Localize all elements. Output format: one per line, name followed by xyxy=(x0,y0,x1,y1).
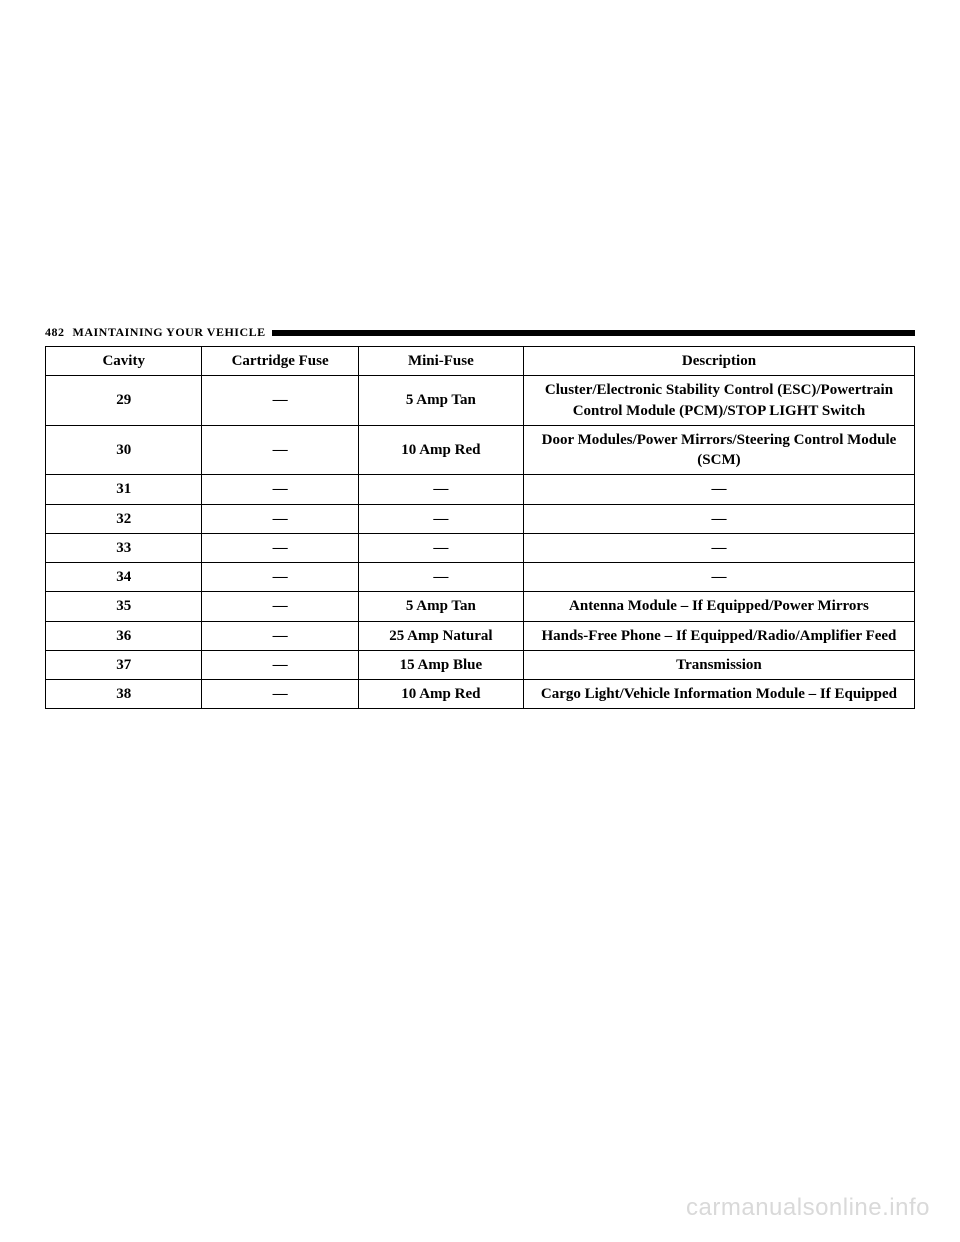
cell-desc: Hands-Free Phone – If Equipped/Radio/Amp… xyxy=(523,621,914,650)
cell-desc: Cargo Light/Vehicle Information Module –… xyxy=(523,680,914,709)
cell-mini: 10 Amp Red xyxy=(358,680,523,709)
cell-mini: — xyxy=(358,504,523,533)
cell-mini: 10 Amp Red xyxy=(358,425,523,475)
cell-cartridge: — xyxy=(202,376,358,426)
page-header: 482 MAINTAINING YOUR VEHICLE xyxy=(45,325,915,340)
cell-cartridge: — xyxy=(202,563,358,592)
cell-cavity: 31 xyxy=(46,475,202,504)
cell-cavity: 30 xyxy=(46,425,202,475)
cell-desc: — xyxy=(523,475,914,504)
cell-desc: Transmission xyxy=(523,650,914,679)
cell-cavity: 38 xyxy=(46,680,202,709)
cell-cartridge: — xyxy=(202,475,358,504)
cell-mini: 5 Amp Tan xyxy=(358,592,523,621)
table-row: 34 — — — xyxy=(46,563,915,592)
table-header-row: Cavity Cartridge Fuse Mini-Fuse Descript… xyxy=(46,347,915,376)
cell-cartridge: — xyxy=(202,680,358,709)
watermark: carmanualsonline.info xyxy=(686,1194,930,1222)
cell-desc: Door Modules/Power Mirrors/Steering Cont… xyxy=(523,425,914,475)
cell-cavity: 35 xyxy=(46,592,202,621)
cell-cartridge: — xyxy=(202,533,358,562)
page-number: 482 xyxy=(45,325,65,340)
cell-cavity: 34 xyxy=(46,563,202,592)
table-row: 36 — 25 Amp Natural Hands-Free Phone – I… xyxy=(46,621,915,650)
table-row: 31 — — — xyxy=(46,475,915,504)
cell-desc: Cluster/Electronic Stability Control (ES… xyxy=(523,376,914,426)
cell-cavity: 32 xyxy=(46,504,202,533)
col-cartridge-fuse: Cartridge Fuse xyxy=(202,347,358,376)
table-row: 33 — — — xyxy=(46,533,915,562)
cell-cartridge: — xyxy=(202,425,358,475)
cell-cartridge: — xyxy=(202,504,358,533)
page-content: 482 MAINTAINING YOUR VEHICLE Cavity Cart… xyxy=(45,325,915,709)
cell-desc: — xyxy=(523,504,914,533)
table-row: 32 — — — xyxy=(46,504,915,533)
cell-cavity: 36 xyxy=(46,621,202,650)
cell-cartridge: — xyxy=(202,650,358,679)
cell-mini: — xyxy=(358,563,523,592)
cell-desc: — xyxy=(523,563,914,592)
header-rule xyxy=(272,330,915,336)
section-title: MAINTAINING YOUR VEHICLE xyxy=(73,325,266,340)
cell-mini: 25 Amp Natural xyxy=(358,621,523,650)
cell-desc: — xyxy=(523,533,914,562)
cell-mini: — xyxy=(358,475,523,504)
cell-cavity: 33 xyxy=(46,533,202,562)
table-row: 29 — 5 Amp Tan Cluster/Electronic Stabil… xyxy=(46,376,915,426)
cell-mini: 5 Amp Tan xyxy=(358,376,523,426)
col-description: Description xyxy=(523,347,914,376)
cell-mini: — xyxy=(358,533,523,562)
table-row: 38 — 10 Amp Red Cargo Light/Vehicle Info… xyxy=(46,680,915,709)
cell-desc: Antenna Module – If Equipped/Power Mirro… xyxy=(523,592,914,621)
fuse-table: Cavity Cartridge Fuse Mini-Fuse Descript… xyxy=(45,346,915,709)
col-cavity: Cavity xyxy=(46,347,202,376)
col-mini-fuse: Mini-Fuse xyxy=(358,347,523,376)
cell-cartridge: — xyxy=(202,592,358,621)
cell-cavity: 37 xyxy=(46,650,202,679)
table-row: 35 — 5 Amp Tan Antenna Module – If Equip… xyxy=(46,592,915,621)
cell-cartridge: — xyxy=(202,621,358,650)
cell-cavity: 29 xyxy=(46,376,202,426)
cell-mini: 15 Amp Blue xyxy=(358,650,523,679)
table-row: 37 — 15 Amp Blue Transmission xyxy=(46,650,915,679)
table-row: 30 — 10 Amp Red Door Modules/Power Mirro… xyxy=(46,425,915,475)
